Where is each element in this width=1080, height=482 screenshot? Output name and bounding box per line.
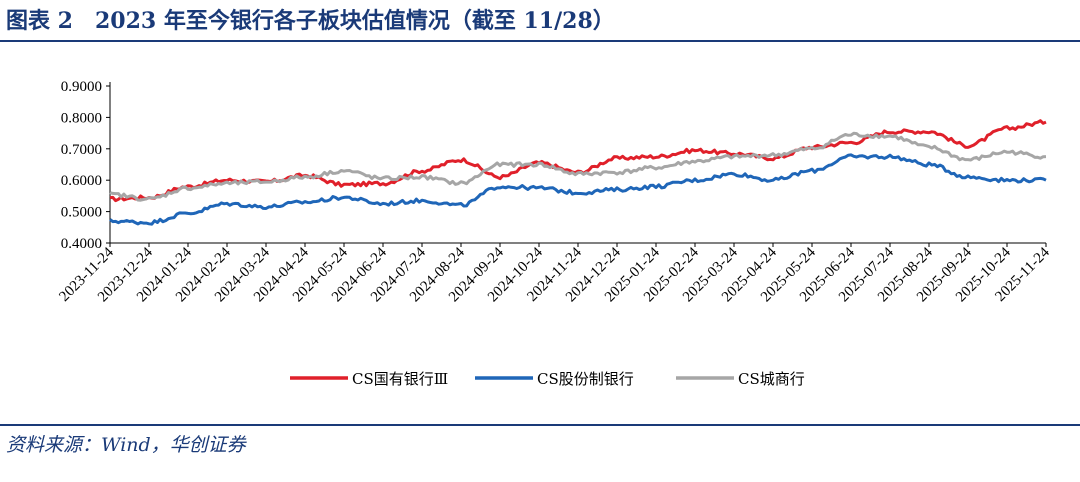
title-rule — [0, 40, 1080, 42]
y-tick-label: 0.4000 — [61, 236, 102, 252]
y-tick-label: 0.6000 — [61, 173, 102, 189]
source-note: 资料来源：Wind，华创证券 — [6, 434, 246, 456]
y-axis: 0.9000 0.8000 0.7000 0.6000 0.5000 0.4000 — [61, 79, 111, 252]
legend-label: CS股份制银行 — [537, 370, 634, 388]
figure-title: 图表 2 2023 年至今银行各子板块估值情况（截至 11/28） — [6, 8, 615, 34]
legend-label: CS城商行 — [738, 370, 805, 388]
title-bar: 图表 2 2023 年至今银行各子板块估值情况（截至 11/28） — [0, 0, 1080, 40]
y-tick-label: 0.9000 — [61, 79, 102, 95]
y-tick-label: 0.8000 — [61, 110, 102, 126]
line-chart: 0.9000 0.8000 0.7000 0.6000 0.5000 0.4000 202… — [56, 79, 1053, 388]
legend-label: CS国有银行Ⅲ — [352, 370, 448, 388]
series-line-1 — [109, 153, 1047, 226]
y-tick-label: 0.7000 — [61, 142, 102, 158]
x-axis: 2023-11-242023-12-242024-01-242024-02-24… — [56, 242, 1053, 305]
series-layer — [109, 119, 1047, 226]
source-rule — [0, 424, 1080, 426]
series-line-2 — [109, 131, 1047, 202]
y-tick-label: 0.5000 — [61, 205, 102, 221]
legend: CS国有银行Ⅲ CS股份制银行 CS城商行 — [290, 370, 805, 388]
